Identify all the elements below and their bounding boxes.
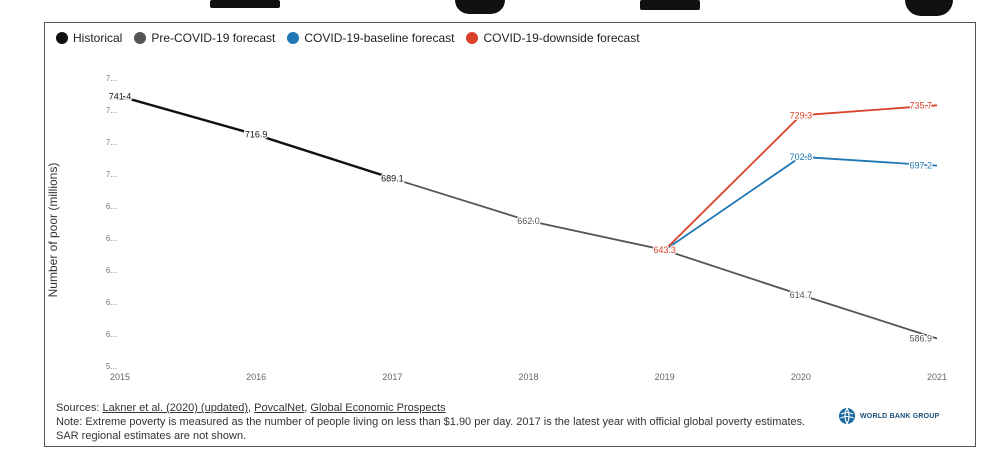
data-label: 643.3: [653, 245, 676, 255]
data-label: 729.3: [790, 110, 813, 120]
sources-prefix: Sources:: [56, 402, 103, 414]
x-tick-label: 2019: [655, 372, 675, 382]
x-tick-label: 2020: [791, 372, 811, 382]
data-label: 614.7: [790, 290, 813, 300]
legend-marker-icon: [466, 32, 479, 44]
legend-item-baseline[interactable]: COVID-19-baseline forecast: [287, 31, 454, 45]
cropped-heading-fragment: [0, 0, 993, 24]
x-tick-label: 2018: [518, 372, 538, 382]
data-label: 586.9: [909, 334, 932, 344]
y-tick-label: 6...: [106, 202, 117, 211]
world-bank-logo: WORLD BANK GROUP: [838, 407, 939, 425]
legend-item-pre-covid[interactable]: Pre-COVID-19 forecast: [134, 31, 275, 45]
globe-icon: [839, 407, 855, 425]
y-tick-label: 6...: [106, 266, 117, 275]
series-line-covid-19-downside-forecast: [664, 104, 938, 251]
legend-label: COVID-19-baseline forecast: [304, 31, 455, 45]
y-tick-label: 6...: [106, 330, 117, 339]
data-label: 702.8: [790, 152, 813, 162]
x-tick-label: 2021: [927, 372, 947, 382]
y-tick-label: 7...: [106, 138, 117, 147]
legend-label: Historical: [73, 31, 123, 45]
source-link-lakner[interactable]: Lakner et al. (2020) (updated): [102, 402, 249, 414]
data-label: 716.9: [245, 130, 268, 140]
x-tick-label: 2015: [110, 372, 130, 382]
legend-label: COVID-19-downside forecast: [483, 31, 640, 45]
legend-item-downside[interactable]: COVID-19-downside forecast: [466, 31, 640, 45]
legend-label: Pre-COVID-19 forecast: [151, 31, 276, 45]
y-tick-label: 6...: [106, 234, 117, 243]
chart-footer: Sources: Lakner et al. (2020) (updated),…: [56, 401, 826, 443]
y-tick-label: 7...: [106, 170, 117, 179]
legend-marker-icon: [56, 32, 68, 44]
series-line-pre-covid-19-forecast: [392, 177, 938, 340]
source-link-gep[interactable]: Global Economic Prospects: [310, 402, 446, 414]
sources-separator: ,: [304, 402, 311, 414]
y-tick-label: 5...: [106, 362, 117, 371]
series-line-covid-19-baseline-forecast: [664, 155, 938, 251]
legend-item-historical[interactable]: Historical: [56, 31, 122, 45]
x-tick-label: 2017: [382, 372, 402, 382]
data-label: 689.1: [381, 173, 404, 183]
sources-separator: ,: [248, 402, 255, 414]
footnote: Note: Extreme poverty is measured as the…: [56, 416, 806, 442]
x-tick-label: 2016: [246, 372, 266, 382]
y-tick-label: 7...: [106, 74, 117, 83]
legend-marker-icon: [287, 32, 300, 44]
chart-legend: Historical Pre-COVID-19 forecast COVID-1…: [56, 31, 652, 45]
legend-marker-icon: [134, 32, 147, 44]
y-tick-label: 7...: [106, 106, 117, 115]
source-link-povcalnet[interactable]: PovcalNet: [254, 402, 305, 414]
y-tick-label: 6...: [106, 298, 117, 307]
data-label: 697.2: [909, 161, 932, 171]
data-label: 741.4: [109, 91, 132, 101]
sources-line: Sources: Lakner et al. (2020) (updated),…: [56, 401, 826, 415]
data-label: 662.0: [517, 216, 540, 226]
data-label: 735.7: [909, 100, 932, 110]
series-line-historical: [119, 95, 393, 180]
logo-wordmark: WORLD BANK GROUP: [860, 412, 940, 420]
chart-frame: [44, 22, 976, 447]
